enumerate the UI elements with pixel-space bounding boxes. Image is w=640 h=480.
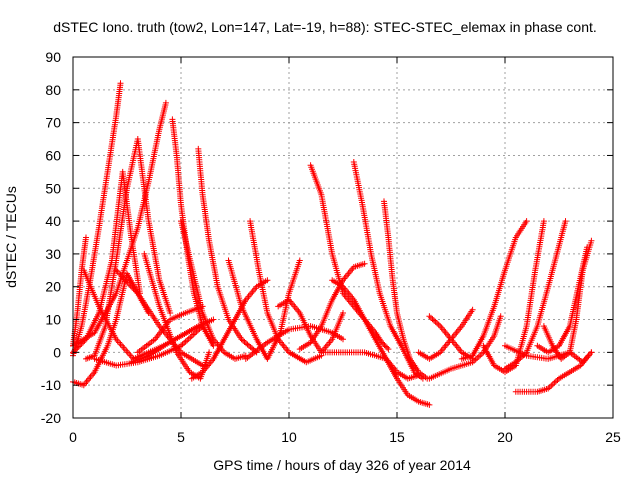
- series-arc26: [381, 198, 431, 382]
- chart-title: dSTEC Iono. truth (tow2, Lon=147, Lat=-1…: [53, 19, 597, 35]
- y-tick-label: -10: [41, 377, 61, 393]
- series-arc28: [415, 306, 476, 362]
- y-tick-label: 60: [45, 147, 61, 163]
- data-points: [318, 349, 433, 408]
- series-arc25: [318, 349, 433, 408]
- y-tick-label: -20: [41, 410, 61, 426]
- y-tick-label: 90: [45, 49, 61, 65]
- data-points: [458, 218, 530, 362]
- series-arc12: [134, 303, 206, 356]
- data-points: [426, 313, 504, 382]
- series-arc17: [225, 257, 303, 362]
- data-points: [381, 198, 431, 382]
- x-tick-label: 20: [497, 429, 513, 445]
- y-tick-label: 10: [45, 312, 61, 328]
- data-points: [415, 306, 476, 362]
- series-arc29: [426, 313, 504, 382]
- data-points: [134, 303, 206, 356]
- data-series: [70, 80, 595, 408]
- series-arc30: [458, 218, 530, 362]
- y-axis-label: dSTEC / TECUs: [3, 186, 19, 288]
- data-points: [83, 136, 174, 362]
- x-axis-label: GPS time / hours of day 326 of year 2014: [213, 457, 471, 473]
- data-points: [534, 244, 591, 356]
- data-points: [178, 218, 249, 362]
- series-arc6: [83, 136, 174, 362]
- data-points: [275, 296, 346, 356]
- x-tick-label: 10: [281, 429, 297, 445]
- y-tick-label: 40: [45, 213, 61, 229]
- data-points: [512, 349, 595, 395]
- series-arc14: [178, 218, 249, 362]
- x-tick-label: 0: [69, 429, 77, 445]
- data-points: [195, 145, 260, 356]
- data-points: [502, 218, 569, 372]
- series-arc34: [512, 349, 595, 395]
- series-arc36: [534, 244, 591, 356]
- series-arc15: [195, 145, 260, 356]
- x-tick-label: 5: [177, 429, 185, 445]
- y-tick-label: 70: [45, 115, 61, 131]
- x-tick-label: 25: [605, 429, 621, 445]
- y-tick-label: 50: [45, 180, 61, 196]
- series-arc20: [275, 296, 346, 356]
- axis-ticks: 0 5 10 15 20 25 -20 -10 0 10 20 30 40 50 60 70 80 90: [41, 49, 621, 445]
- y-tick-label: 80: [45, 82, 61, 98]
- data-points: [225, 257, 303, 362]
- y-tick-label: 30: [45, 246, 61, 262]
- plot-frame: [72, 56, 614, 419]
- y-tick-label: 0: [53, 344, 61, 360]
- data-points: [188, 277, 271, 382]
- x-tick-label: 15: [389, 429, 405, 445]
- y-tick-label: 20: [45, 279, 61, 295]
- series-arc32: [502, 218, 569, 372]
- series-arc16: [188, 277, 271, 382]
